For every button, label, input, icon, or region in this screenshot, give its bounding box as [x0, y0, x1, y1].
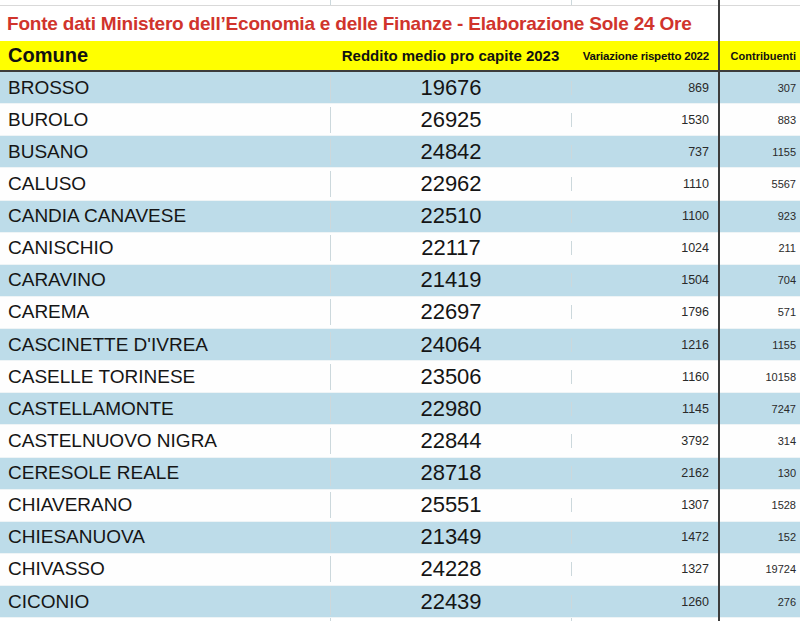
comune-cell: BUROLO [0, 109, 330, 131]
comune-cell: CAREMA [0, 301, 330, 323]
reddito-cell: 22980 [330, 396, 571, 422]
variazione-cell: 1327 [571, 562, 719, 576]
reddito-cell: 22844 [330, 428, 571, 454]
contribuenti-cell: 1155 [719, 146, 800, 158]
reddito-cell: 21419 [330, 267, 571, 293]
reddito-cell: 21349 [330, 524, 571, 550]
reddito-cell: 26925 [330, 107, 571, 133]
comune-cell: BUSANO [0, 141, 330, 163]
variazione-cell: 1110 [571, 177, 719, 191]
reddito-cell: 23506 [330, 364, 571, 390]
variazione-cell: 1530 [571, 113, 719, 127]
comune-cell: CASTELNUOVO NIGRA [0, 430, 330, 452]
variazione-cell: 1160 [571, 370, 719, 384]
comune-cell: CHIAVERANO [0, 494, 330, 516]
table-row: CARAVINO 21419 1504 704 [0, 265, 800, 297]
contribuenti-cell: 130 [719, 467, 800, 479]
table-row: CASTELNUOVO NIGRA 22844 3792 314 [0, 425, 800, 457]
column-header-contribuenti: Contribuenti [719, 50, 800, 62]
contribuenti-cell: 923 [719, 210, 800, 222]
dark-column-divider [718, 0, 720, 621]
comune-cell: CASELLE TORINESE [0, 366, 330, 388]
reddito-cell: 22439 [330, 589, 571, 615]
variazione-cell: 1472 [571, 530, 719, 544]
column-header-variazione: Variazione rispetto 2022 [571, 50, 719, 62]
table-row: CANISCHIO 22117 1024 211 [0, 233, 800, 265]
comune-cell: CASCINETTE D'IVREA [0, 334, 330, 356]
table-row: BROSSO 19676 869 307 [0, 72, 800, 104]
comune-cell: CASTELLAMONTE [0, 398, 330, 420]
variazione-cell: 1260 [571, 595, 719, 609]
comune-cell: CALUSO [0, 173, 330, 195]
variazione-cell: 1024 [571, 241, 719, 255]
comune-cell: CARAVINO [0, 269, 330, 291]
table-row: CASCINETTE D'IVREA 24064 1216 1155 [0, 329, 800, 361]
contribuenti-cell: 7247 [719, 403, 800, 415]
reddito-cell: 19676 [330, 75, 571, 101]
reddito-cell: 22697 [330, 299, 571, 325]
source-title: Fonte dati Ministero dell’Economia e del… [7, 13, 692, 35]
table-row: BUSANO 24842 737 1155 [0, 136, 800, 168]
table-row: CICONIO 22439 1260 276 [0, 586, 800, 618]
table-body: BROSSO 19676 869 307 BUROLO 26925 1530 8… [0, 72, 800, 618]
contribuenti-cell: 1155 [719, 339, 800, 351]
contribuenti-cell: 5567 [719, 178, 800, 190]
table-row: CALUSO 22962 1110 5567 [0, 168, 800, 200]
table-row: CANDIA CANAVESE 22510 1100 923 [0, 201, 800, 233]
variazione-cell: 1307 [571, 498, 719, 512]
contribuenti-cell: 571 [719, 306, 800, 318]
reddito-cell: 25551 [330, 492, 571, 518]
comune-cell: CHIESANUOVA [0, 526, 330, 548]
table-row: BUROLO 26925 1530 883 [0, 104, 800, 136]
variazione-cell: 869 [571, 81, 719, 95]
comune-cell: CHIVASSO [0, 558, 330, 580]
table-row: CHIESANUOVA 21349 1472 152 [0, 522, 800, 554]
variazione-cell: 737 [571, 145, 719, 159]
reddito-cell: 24842 [330, 139, 571, 165]
comune-cell: CICONIO [0, 591, 330, 613]
contribuenti-cell: 152 [719, 531, 800, 543]
contribuenti-cell: 307 [719, 82, 800, 94]
variazione-cell: 3792 [571, 434, 719, 448]
contribuenti-cell: 10158 [719, 371, 800, 383]
contribuenti-cell: 704 [719, 274, 800, 286]
comune-cell: BROSSO [0, 77, 330, 99]
variazione-cell: 1504 [571, 273, 719, 287]
contribuenti-cell: 276 [719, 596, 800, 608]
variazione-cell: 1145 [571, 402, 719, 416]
variazione-cell: 1216 [571, 338, 719, 352]
comune-cell: CERESOLE REALE [0, 462, 330, 484]
partial-cell [0, 0, 330, 5]
reddito-cell: 22117 [330, 235, 571, 261]
partial-cell [571, 0, 719, 5]
contribuenti-cell: 883 [719, 114, 800, 126]
comune-cell: CANDIA CANAVESE [0, 205, 330, 227]
contribuenti-cell: 314 [719, 435, 800, 447]
column-header-reddito: Reddito medio pro capite 2023 [330, 47, 571, 64]
income-table: Fonte dati Ministero dell’Economia e del… [0, 0, 800, 621]
partial-cell [719, 0, 800, 5]
table-row: CAREMA 22697 1796 571 [0, 297, 800, 329]
comune-cell: CANISCHIO [0, 237, 330, 259]
partial-cell [330, 0, 571, 5]
variazione-cell: 2162 [571, 466, 719, 480]
reddito-cell: 24228 [330, 556, 571, 582]
table-row: CASELLE TORINESE 23506 1160 10158 [0, 361, 800, 393]
table-row: CHIAVERANO 25551 1307 1528 [0, 490, 800, 522]
variazione-cell: 1796 [571, 305, 719, 319]
reddito-cell: 28718 [330, 460, 571, 486]
contribuenti-cell: 211 [719, 242, 800, 254]
reddito-cell: 24064 [330, 332, 571, 358]
column-header-comune: Comune [0, 44, 330, 67]
table-header: Comune Reddito medio pro capite 2023 Var… [0, 41, 800, 72]
contribuenti-cell: 19724 [719, 563, 800, 575]
contribuenti-cell: 1528 [719, 499, 800, 511]
table-row: CERESOLE REALE 28718 2162 130 [0, 458, 800, 490]
variazione-cell: 1100 [571, 209, 719, 223]
reddito-cell: 22962 [330, 171, 571, 197]
source-title-row: Fonte dati Ministero dell’Economia e del… [0, 6, 800, 41]
table-row: CASTELLAMONTE 22980 1145 7247 [0, 393, 800, 425]
reddito-cell: 22510 [330, 203, 571, 229]
table-row: CHIVASSO 24228 1327 19724 [0, 554, 800, 586]
